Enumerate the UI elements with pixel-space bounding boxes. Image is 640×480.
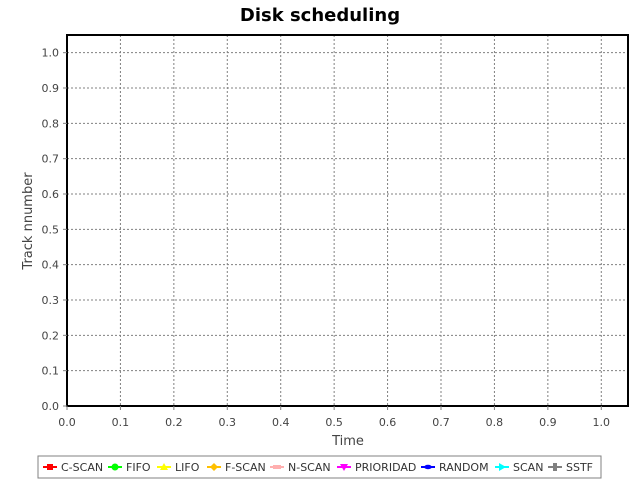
y-axis-label: Track nnumber — [21, 172, 36, 271]
x-tick-label: 1.0 — [593, 416, 611, 429]
x-tick-label: 0.9 — [539, 416, 557, 429]
legend-item: RANDOM — [421, 461, 489, 474]
legend-item: C-SCAN — [43, 461, 103, 474]
legend-item: LIFO — [157, 461, 200, 474]
legend-item: N-SCAN — [270, 461, 331, 474]
y-tick-label: 0.1 — [42, 365, 60, 378]
legend-marker — [340, 464, 348, 471]
legend-marker — [160, 463, 168, 470]
legend-item: FIFO — [108, 461, 151, 474]
x-tick-label: 0.1 — [112, 416, 130, 429]
legend-label: SCAN — [513, 461, 543, 474]
legend: C-SCAN FIFO LIFO F-SCAN N-SCAN PRIORIDAD RANDO… — [43, 461, 593, 474]
legend-marker — [273, 465, 281, 469]
y-tick-label: 0.6 — [42, 188, 60, 201]
legend-item: SCAN — [495, 461, 543, 474]
x-tick-label: 0.5 — [325, 416, 343, 429]
y-tick-label: 1.0 — [42, 47, 60, 60]
y-tick-label: 0.0 — [42, 400, 60, 413]
y-tick-label: 0.7 — [42, 153, 60, 166]
legend-label: LIFO — [175, 461, 200, 474]
legend-item: PRIORIDAD — [337, 461, 416, 474]
plot-area — [66, 34, 629, 407]
legend-marker — [499, 463, 506, 471]
legend-label: FIFO — [126, 461, 151, 474]
y-tick-label: 0.2 — [42, 329, 60, 342]
legend-box — [37, 455, 602, 479]
legend-item: F-SCAN — [207, 461, 266, 474]
legend-label: C-SCAN — [61, 461, 103, 474]
y-axis: 0.0 0.1 0.2 0.3 0.4 0.5 0.6 0.7 0.8 0.9 1.0 — [42, 47, 67, 413]
chart-title: Disk scheduling — [240, 5, 400, 26]
x-tick-label: 0.2 — [165, 416, 183, 429]
y-tick-label: 0.9 — [42, 82, 60, 95]
x-tick-label: 0.7 — [432, 416, 450, 429]
x-tick-label: 0.6 — [379, 416, 397, 429]
x-tick-label: 0.8 — [486, 416, 504, 429]
y-tick-label: 0.8 — [42, 117, 60, 130]
legend-marker — [210, 463, 218, 471]
grid — [66, 35, 628, 407]
legend-label: PRIORIDAD — [355, 461, 416, 474]
x-tick-label: 0.3 — [219, 416, 237, 429]
y-tick-label: 0.5 — [42, 223, 60, 236]
x-axis: 0.0 0.1 0.2 0.3 0.4 0.5 0.6 0.7 0.8 0.9 1.0 — [58, 406, 610, 429]
x-axis-label: Time — [331, 434, 364, 449]
legend-marker — [111, 463, 119, 471]
x-tick-label: 0.4 — [272, 416, 290, 429]
legend-label: F-SCAN — [225, 461, 266, 474]
legend-label: N-SCAN — [288, 461, 331, 474]
legend-marker — [553, 463, 557, 471]
legend-marker — [47, 464, 53, 470]
legend-label: RANDOM — [439, 461, 489, 474]
y-tick-label: 0.3 — [42, 294, 60, 307]
y-tick-label: 0.4 — [42, 259, 60, 272]
legend-label: SSTF — [566, 461, 593, 474]
legend-item: SSTF — [548, 461, 593, 474]
x-tick-label: 0.0 — [58, 416, 76, 429]
legend-marker — [424, 464, 432, 470]
